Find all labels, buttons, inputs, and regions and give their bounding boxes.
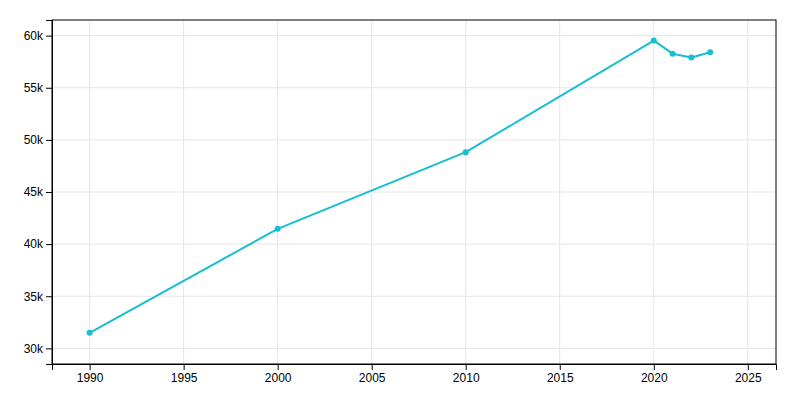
tick-mark xyxy=(748,364,749,370)
x-tick: 2015 xyxy=(547,364,574,385)
tick-mark xyxy=(184,364,185,370)
x-tick: 2010 xyxy=(453,364,480,385)
tick-mark xyxy=(46,88,52,89)
tick-mark xyxy=(46,244,52,245)
line xyxy=(90,41,711,333)
grid-line xyxy=(52,87,776,88)
point xyxy=(87,330,93,336)
y-axis: 30k 35k 40k 45k 50k 55k 60k xyxy=(24,21,53,365)
y-tick: 40k xyxy=(24,237,52,251)
tick-mark xyxy=(46,296,52,297)
tick-mark xyxy=(46,140,52,141)
grid-line xyxy=(52,296,776,297)
tick-label: 30k xyxy=(24,342,44,356)
y-tick: 60k xyxy=(24,29,52,43)
grid-line xyxy=(52,139,776,140)
plot-area: 1990 1995 2000 2005 2010 2015 2020 2025 30k 35k 40… xyxy=(24,20,777,385)
tick-label: 35k xyxy=(24,290,44,304)
tick-mark xyxy=(560,364,561,370)
y-tick: 35k xyxy=(24,290,52,304)
grid-line xyxy=(52,192,776,193)
point xyxy=(707,49,713,55)
axis-line xyxy=(46,21,53,365)
x-tick: 1990 xyxy=(77,364,104,385)
tick-label: 2015 xyxy=(547,371,574,385)
tick-label: 40k xyxy=(24,237,44,251)
marks xyxy=(87,38,714,336)
plot-frame xyxy=(52,20,776,364)
grid-line xyxy=(52,348,776,349)
tick-mark xyxy=(372,364,373,370)
grid xyxy=(52,20,776,364)
x-tick: 2000 xyxy=(265,364,292,385)
tick-mark xyxy=(466,364,467,370)
tick-label: 2005 xyxy=(359,371,386,385)
tick-label: 1990 xyxy=(77,371,104,385)
x-tick: 2005 xyxy=(359,364,386,385)
tick-mark xyxy=(46,36,52,37)
y-tick: 55k xyxy=(24,81,52,95)
tick-label: 50k xyxy=(24,133,44,147)
point xyxy=(275,226,281,232)
tick-mark xyxy=(90,364,91,370)
axis-line xyxy=(53,365,777,371)
x-axis: 1990 1995 2000 2005 2010 2015 2020 2025 xyxy=(53,364,777,385)
x-tick: 1995 xyxy=(171,364,198,385)
chart: 1990 1995 2000 2005 2010 2015 2020 2025 30k 35k 40… xyxy=(0,0,800,400)
point xyxy=(670,51,676,57)
point xyxy=(651,38,657,44)
grid-line xyxy=(52,35,776,36)
y-tick: 50k xyxy=(24,133,52,147)
point xyxy=(688,55,694,61)
tick-label: 45k xyxy=(24,185,44,199)
tick-label: 2025 xyxy=(735,371,762,385)
x-tick: 2025 xyxy=(735,364,762,385)
tick-label: 2000 xyxy=(265,371,292,385)
y-tick: 30k xyxy=(24,342,52,356)
y-tick: 45k xyxy=(24,185,52,199)
grid-line xyxy=(52,244,776,245)
tick-label: 55k xyxy=(24,81,44,95)
tick-label: 1995 xyxy=(171,371,198,385)
tick-mark xyxy=(278,364,279,370)
tick-label: 2010 xyxy=(453,371,480,385)
x-tick: 2020 xyxy=(641,364,668,385)
tick-label: 2020 xyxy=(641,371,668,385)
tick-mark xyxy=(46,348,52,349)
tick-mark xyxy=(46,192,52,193)
tick-mark xyxy=(654,364,655,370)
tick-label: 60k xyxy=(24,29,44,43)
point xyxy=(463,149,469,155)
